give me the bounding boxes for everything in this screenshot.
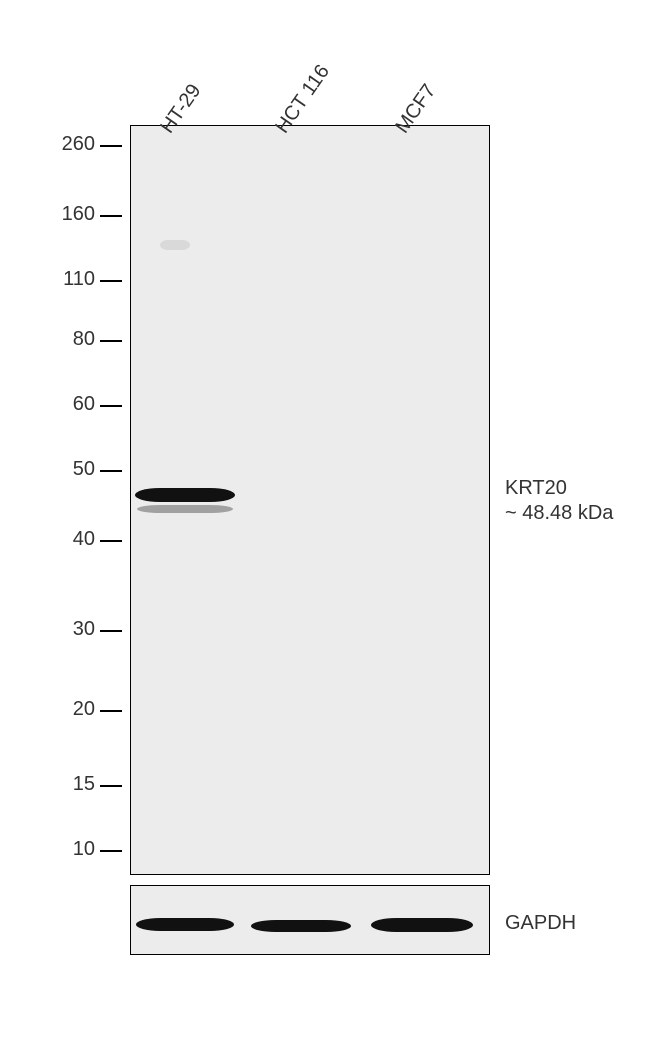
krt20-band-primary (135, 488, 235, 502)
marker-tick-6 (100, 540, 122, 542)
gapdh-band-2 (371, 918, 473, 932)
marker-label-3: 80 (40, 328, 95, 351)
figure-canvas: HT-29 HCT 116 MCF7 260 160 110 80 60 50 … (0, 0, 650, 1063)
marker-label-8: 20 (40, 698, 95, 721)
marker-label-0: 260 (40, 133, 95, 156)
gapdh-label: GAPDH (505, 910, 576, 936)
marker-tick-5 (100, 470, 122, 472)
marker-label-4: 60 (40, 393, 95, 416)
marker-tick-4 (100, 405, 122, 407)
marker-label-5: 50 (40, 458, 95, 481)
marker-tick-3 (100, 340, 122, 342)
gapdh-band-1 (251, 920, 351, 932)
marker-tick-10 (100, 850, 122, 852)
target-protein-label: KRT20 (505, 475, 567, 501)
marker-tick-8 (100, 710, 122, 712)
marker-label-9: 15 (40, 773, 95, 796)
marker-label-7: 30 (40, 618, 95, 641)
marker-tick-1 (100, 215, 122, 217)
target-protein-kda: ~ 48.48 kDa (505, 500, 613, 526)
gapdh-band-0 (136, 918, 234, 931)
marker-label-6: 40 (40, 528, 95, 551)
marker-tick-2 (100, 280, 122, 282)
blot-streak (160, 240, 190, 250)
marker-label-2: 110 (40, 268, 95, 291)
marker-tick-9 (100, 785, 122, 787)
marker-label-10: 10 (40, 838, 95, 861)
marker-label-1: 160 (40, 203, 95, 226)
krt20-band-secondary (137, 505, 233, 513)
marker-tick-7 (100, 630, 122, 632)
marker-tick-0 (100, 145, 122, 147)
